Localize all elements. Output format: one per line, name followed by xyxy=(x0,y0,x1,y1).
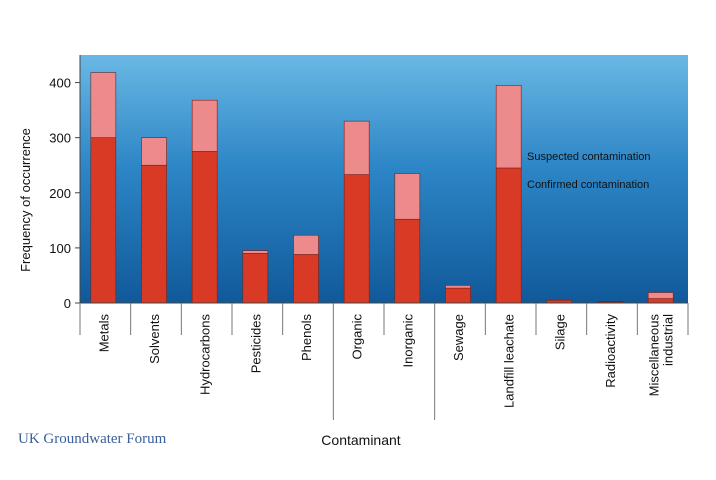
x-tick-label: Pesticides xyxy=(248,314,263,374)
bar-confirmed-6 xyxy=(394,218,421,304)
plot-area xyxy=(80,55,688,303)
bar-confirmed-3 xyxy=(242,253,269,304)
bar-suspected-7 xyxy=(445,285,471,289)
bar-confirmed-2 xyxy=(191,151,218,304)
bar-suspected-4 xyxy=(293,234,319,255)
bar-suspected-0 xyxy=(90,72,117,138)
x-tick-label: Metals xyxy=(96,314,111,353)
x-tick-label: Radioactivity xyxy=(603,314,618,388)
y-axis-title: Frequency of occurrence xyxy=(18,128,33,272)
source-credit: UK Groundwater Forum xyxy=(18,431,167,447)
x-tick-label: Organic xyxy=(350,314,365,360)
bar-confirmed-7 xyxy=(445,287,471,304)
bar-suspected-2 xyxy=(191,99,218,152)
y-tick-label: 400 xyxy=(49,76,71,91)
bar-suspected-3 xyxy=(242,250,269,254)
bar-confirmed-1 xyxy=(141,164,167,304)
bar-confirmed-4 xyxy=(293,254,319,304)
bar-suspected-10 xyxy=(597,301,623,303)
x-tick-label: Phenols xyxy=(299,314,314,361)
bar-confirmed-0 xyxy=(90,137,117,304)
legend-suspected: Suspected contamination xyxy=(527,151,651,163)
y-tick-label: 300 xyxy=(49,131,71,146)
x-tick-label: Landfill leachate xyxy=(502,314,517,408)
x-tick-label: Inorganic xyxy=(400,314,415,368)
bar-suspected-8 xyxy=(495,85,522,169)
x-axis-title: Contaminant xyxy=(321,432,400,448)
x-tick-label: Silage xyxy=(552,314,567,350)
x-tick-label: Hydrocarbons xyxy=(198,314,213,395)
bar-confirmed-11 xyxy=(647,298,674,304)
x-axis: Metals Solvents Hydrocarbons Pesticides Phen… xyxy=(79,302,689,420)
bars xyxy=(90,72,674,304)
bar-suspected-5 xyxy=(343,120,370,175)
x-tick-label: Solvents xyxy=(147,314,162,364)
x-tick-label: Miscellaneousindustrial xyxy=(647,314,676,397)
bar-confirmed-5 xyxy=(343,174,370,304)
y-tick-label: 100 xyxy=(49,241,71,256)
y-tick-label: 200 xyxy=(49,186,71,201)
legend-confirmed: Confirmed contamination xyxy=(527,179,649,191)
bar-suspected-1 xyxy=(141,137,167,166)
y-axis: 0 100 200 300 400 xyxy=(49,55,81,311)
bar-confirmed-8 xyxy=(495,167,522,304)
bar-suspected-6 xyxy=(394,173,421,220)
y-tick-label: 0 xyxy=(64,296,71,311)
x-tick-label: Sewage xyxy=(451,314,466,361)
bar-suspected-11 xyxy=(647,292,674,299)
